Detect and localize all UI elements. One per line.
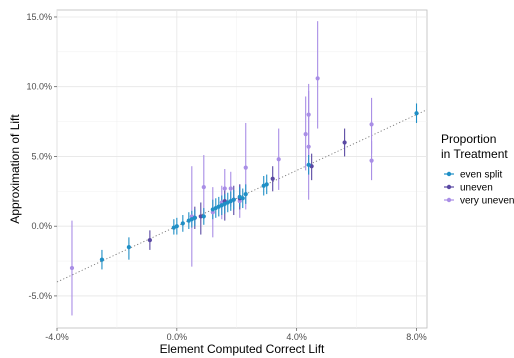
point-even-split (306, 162, 311, 167)
point-very-uneven (243, 165, 248, 170)
gridlines (56, 10, 427, 328)
point-uneven (342, 140, 347, 145)
point-even-split (243, 192, 248, 197)
legend-label-very-uneven: very uneven (460, 196, 514, 207)
point-even-split (99, 257, 105, 262)
y-tick-label: -5.0% (28, 291, 52, 301)
point-very-uneven (303, 132, 308, 137)
plot-background (56, 9, 428, 329)
plot-panel (56, 9, 428, 329)
point-uneven (198, 214, 203, 219)
point-even-split (180, 221, 185, 226)
x-tick-label: 0.0% (167, 332, 188, 342)
point-even-split (414, 111, 419, 116)
legend-label-even-split: even split (460, 170, 502, 181)
point-even-split (240, 196, 245, 201)
point-very-uneven (222, 186, 227, 191)
legend-title-line-2: in Treatment (441, 147, 508, 161)
legend-title-line-1: Proportion (441, 132, 496, 146)
point-very-uneven (369, 122, 374, 127)
point-uneven (147, 238, 152, 243)
point-very-uneven (306, 112, 311, 117)
point-very-uneven (69, 265, 75, 271)
x-axis-title: Element Computed Correct Lift (160, 342, 325, 356)
legend-key-dot-uneven (446, 184, 452, 190)
point-very-uneven (369, 158, 374, 163)
x-tick-label: -4.0% (45, 332, 69, 342)
point-uneven (270, 176, 275, 181)
point-even-split (264, 182, 269, 187)
legend-key-dot-very-uneven (446, 197, 452, 203)
reference-line (56, 109, 428, 283)
reference-line-group (56, 109, 428, 283)
point-even-split (231, 197, 236, 202)
point-even-split (201, 214, 206, 219)
point-even-split (174, 224, 179, 229)
point-even-split (126, 245, 132, 250)
point-even-split (192, 215, 197, 220)
y-axis-title: Approximation of Lift (8, 114, 22, 224)
y-tick-label: 15.0% (26, 12, 52, 22)
x-tick-label: 4.0% (286, 332, 307, 342)
y-tick-label: 10.0% (26, 82, 52, 92)
y-tick-label: 0.0% (31, 221, 52, 231)
legend: Proportion in Treatment even split uneve… (441, 132, 514, 207)
point-very-uneven (276, 157, 281, 162)
y-tick-label: 5.0% (31, 151, 52, 161)
axis-ticks: -4.0% 0.0% 4.0% 8.0% -5.0% 0.0% 5.0% 10.0% 15.0% (26, 12, 426, 342)
legend-key-dot-even-split (446, 171, 452, 177)
point-very-uneven (306, 144, 311, 149)
x-tick-label: 8.0% (406, 332, 427, 342)
legend-label-uneven: uneven (460, 183, 493, 194)
data-points (69, 76, 419, 271)
point-very-uneven (201, 185, 206, 190)
point-very-uneven (228, 186, 233, 191)
point-very-uneven (315, 76, 320, 81)
